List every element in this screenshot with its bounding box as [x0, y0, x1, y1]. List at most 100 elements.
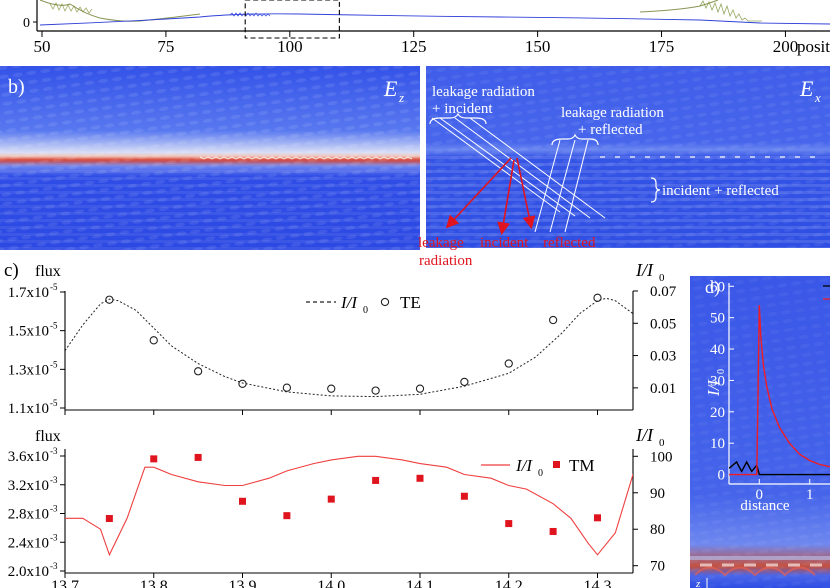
panel-b-label: b) [8, 76, 25, 98]
ez-field-subscript: z [398, 90, 404, 105]
te-right-ticks: 0.01 0.03 0.05 0.07 [633, 284, 677, 397]
tm-legend-marker-sample [553, 461, 560, 468]
tm-left-tick-exp: -3 [50, 446, 58, 456]
tm-left-tick-label: 2.4x10 [8, 535, 49, 551]
tm-left-tick-exp: -3 [50, 532, 58, 542]
ez-grating-surface [199, 156, 413, 160]
te-legend-marker-sample [380, 297, 390, 307]
panel-d-grating [690, 556, 830, 577]
tm-legend: I/I 0 TM [481, 456, 595, 479]
tm-left-ticks: 2.0x10 -32.4x10 -32.8x10 -33.2x10 -33.6x10 -3 [8, 446, 65, 580]
top-x-tick-label: 50 [34, 37, 51, 56]
x-tick-label: 14.1 [406, 578, 434, 588]
tm-right-axis-sub: 0 [659, 437, 665, 449]
top-green-osc-right [699, 0, 762, 22]
tm-legend-marker-label: TM [569, 456, 595, 475]
te-point [415, 384, 425, 393]
te-point [149, 336, 158, 345]
te-right-axis-title: I/I [635, 260, 654, 280]
te-point [460, 377, 469, 387]
red-label-leakage: leakage [418, 235, 464, 251]
te-left-tick-label: 1.5x10 [8, 324, 49, 340]
ez-field-symbol: E [383, 76, 398, 101]
tm-point [549, 527, 557, 535]
tm-legend-line-sub: 0 [538, 468, 543, 479]
te-point [371, 386, 380, 395]
tm-left-axis-title: flux [35, 428, 61, 445]
tm-point [505, 520, 513, 528]
tm-left-tick-label: 3.6x10 [8, 449, 49, 465]
te-right-tick-label: 0.03 [650, 349, 676, 365]
inset-y-tick-label: 20 [710, 405, 725, 421]
te-legend-line-sub: 0 [363, 305, 368, 316]
te-right-tick-label: 0.01 [650, 381, 676, 397]
tm-left-tick-label: 2.0x10 [8, 564, 49, 580]
inset-y-ticks: 0 10 20 30 40 50 60 [710, 279, 734, 484]
te-right-tick-label: 0.07 [650, 284, 677, 300]
tm-right-tick-label: 100 [650, 449, 673, 465]
tm-right-axis-title: I/I [635, 425, 654, 445]
tm-point [105, 515, 113, 523]
brace-leak-reflected [551, 133, 599, 146]
panel-d-label: d) [705, 277, 720, 298]
inset-y-title: I/I 0 [704, 369, 727, 397]
tm-left-tick-label: 3.2x10 [8, 478, 49, 494]
tm-right-ticks: 70 80 90 100 [633, 449, 673, 575]
top-zoom-box [244, 0, 340, 39]
te-left-tick-exp: -5 [50, 321, 58, 331]
tm-left-tick-exp: -3 [50, 561, 58, 571]
tm-right-tick-label: 70 [650, 559, 665, 575]
red-arrows [445, 157, 536, 236]
te-point [282, 383, 292, 392]
tm-right-tick-label: 90 [650, 486, 665, 502]
top-x-tick-label: 75 [157, 37, 174, 56]
ex-beam-lines [431, 117, 606, 233]
top-x-axis-label: posit [797, 37, 830, 56]
top-x-tick-label: 100 [277, 37, 303, 56]
te-bottom-ticks [64, 410, 598, 415]
te-left-ticks: 1.1x10 -51.3x10 -51.5x10 -51.7x10 -5 [8, 282, 65, 417]
tm-point [460, 492, 468, 500]
top-x-tick-label: 125 [401, 37, 427, 56]
tm-point [194, 453, 202, 461]
te-point [238, 379, 247, 388]
te-point [548, 315, 558, 325]
panel-b-left-map: b) E z [0, 66, 420, 250]
top-green-curve-right [639, 0, 719, 13]
te-legend-marker-label: TE [400, 293, 421, 312]
te-left-tick-exp: -5 [50, 282, 58, 292]
inset-y-tick-label: 0 [718, 468, 726, 484]
top-x-ticks: 50 75 100 125 150 175 200 [34, 31, 799, 56]
top-x-tick-label: 150 [525, 37, 551, 56]
te-intensity-line [65, 297, 633, 398]
red-label-incident: incident [480, 235, 529, 251]
tm-markers [105, 453, 601, 535]
top-x-tick-label: 200 [773, 37, 799, 56]
ex-label-leakref-2: + reflected [578, 122, 643, 138]
te-left-tick-label: 1.1x10 [8, 401, 49, 417]
ex-label-inc-ref: incident + reflected [662, 183, 779, 199]
inset-y-tick-label: 30 [710, 373, 725, 389]
top-blue-noise [229, 12, 271, 17]
red-label-reflected: reflected [543, 235, 596, 251]
top-green-osc-left [49, 2, 93, 14]
x-tick-label: 14.3 [584, 578, 612, 588]
tm-right-tick-label: 80 [650, 522, 665, 538]
te-point [327, 384, 336, 393]
panel-c-label: c) [4, 260, 19, 281]
te-left-tick-label: 1.3x10 [8, 362, 49, 378]
te-point [105, 295, 114, 304]
inset-black-line [729, 460, 830, 476]
brace-leak-incident [429, 112, 487, 125]
inset-x-tick-label: 1 [806, 487, 814, 503]
inset-y-title-text: I/I [704, 379, 723, 397]
x-tick-label: 13.8 [140, 578, 168, 588]
te-point [193, 367, 203, 376]
ex-lower-ripples [426, 156, 830, 248]
tm-left-tick-label: 2.8x10 [8, 507, 49, 523]
ex-label-leakref-1: leakage radiation [561, 105, 664, 121]
